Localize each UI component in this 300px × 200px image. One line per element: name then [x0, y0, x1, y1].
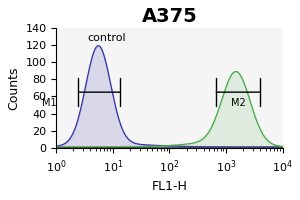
X-axis label: FL1-H: FL1-H [152, 180, 188, 193]
Text: control: control [87, 33, 126, 43]
Title: A375: A375 [142, 7, 197, 26]
Y-axis label: Counts: Counts [7, 66, 20, 110]
Text: M1: M1 [42, 98, 57, 108]
Text: M2: M2 [231, 98, 246, 108]
